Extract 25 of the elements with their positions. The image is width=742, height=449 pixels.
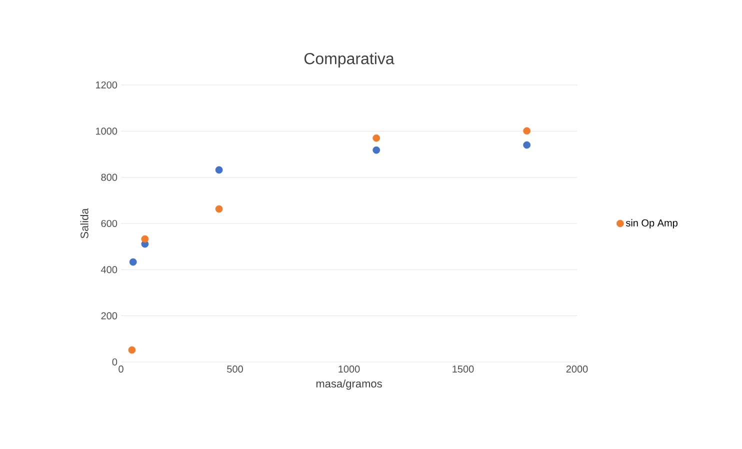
point — [215, 166, 223, 174]
y-tick-label: 200 — [101, 312, 118, 320]
y-tick-label: 600 — [101, 220, 118, 228]
point — [523, 141, 531, 149]
point — [372, 146, 380, 154]
x-tick-label: 500 — [227, 366, 243, 373]
y-tick-label: 1000 — [96, 128, 118, 135]
x-tick-label: 1000 — [338, 366, 360, 373]
x-tick-label: 0 — [118, 366, 124, 373]
x-tick-label: 2000 — [566, 366, 588, 373]
legend-label: sin Op Amp — [626, 219, 678, 228]
point — [129, 258, 137, 266]
point — [523, 127, 531, 135]
chart-title: Comparativa — [304, 52, 394, 68]
y-axis-title: Salida — [80, 208, 88, 238]
y-tick-label: 1200 — [96, 81, 118, 89]
x-tick-label: 1500 — [452, 366, 474, 373]
point — [215, 205, 223, 213]
y-tick-label: 400 — [101, 266, 118, 274]
y-tick-label: 800 — [101, 174, 118, 181]
point — [372, 134, 380, 142]
x-axis-title: masa/gramos — [316, 379, 382, 390]
y-tick-label: 0 — [112, 358, 118, 366]
point — [141, 235, 149, 243]
point — [128, 346, 136, 354]
